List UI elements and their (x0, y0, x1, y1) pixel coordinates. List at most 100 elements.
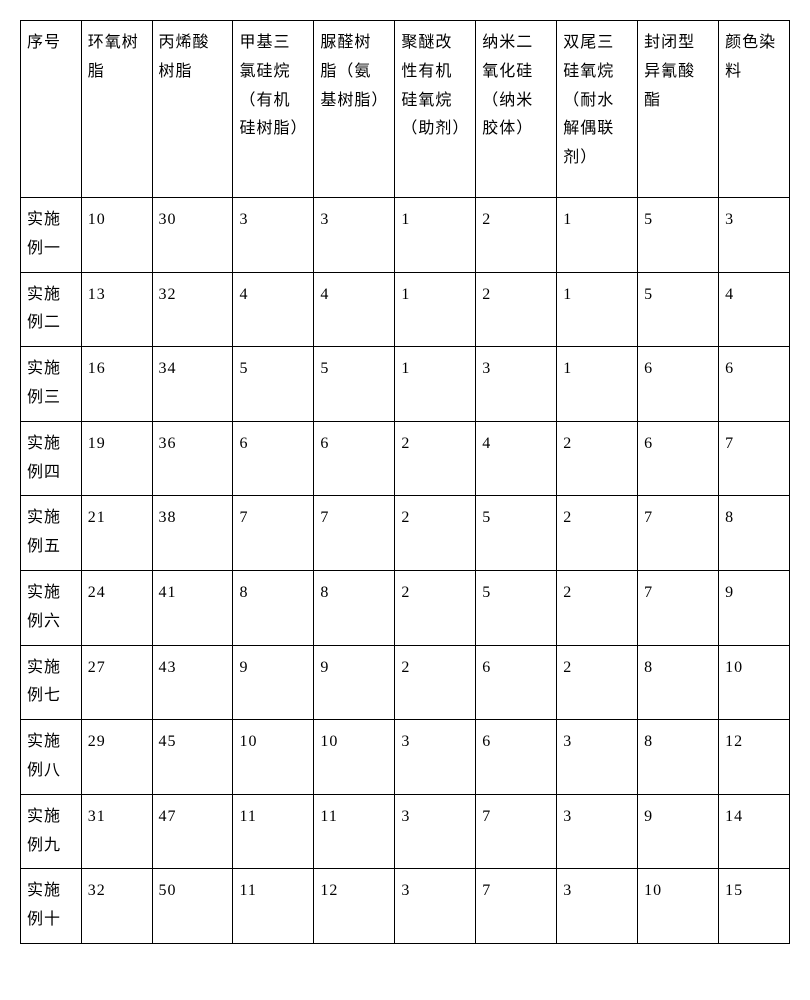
col-header: 甲基三氯硅烷（有机硅树脂） (233, 21, 314, 198)
table-cell: 9 (233, 645, 314, 720)
table-cell: 7 (314, 496, 395, 571)
table-cell: 3 (719, 198, 790, 273)
table-cell: 19 (81, 421, 152, 496)
col-header: 纳米二氧化硅（纳米胶体） (476, 21, 557, 198)
table-cell: 实施例五 (21, 496, 82, 571)
col-header: 丙烯酸树脂 (152, 21, 233, 198)
table-cell: 3 (395, 869, 476, 944)
table-cell: 31 (81, 794, 152, 869)
table-cell: 2 (395, 496, 476, 571)
table-cell: 6 (638, 347, 719, 422)
table-cell: 10 (81, 198, 152, 273)
table-cell: 9 (638, 794, 719, 869)
table-cell: 2 (395, 421, 476, 496)
table-cell: 3 (233, 198, 314, 273)
table-cell: 7 (476, 794, 557, 869)
table-cell: 38 (152, 496, 233, 571)
table-cell: 6 (476, 720, 557, 795)
table-cell: 3 (314, 198, 395, 273)
table-cell: 7 (719, 421, 790, 496)
col-header: 聚醚改性有机硅氧烷（助剂） (395, 21, 476, 198)
table-cell: 10 (233, 720, 314, 795)
table-cell: 3 (395, 720, 476, 795)
table-cell: 50 (152, 869, 233, 944)
table-cell: 4 (476, 421, 557, 496)
table-cell: 2 (557, 421, 638, 496)
table-cell: 41 (152, 570, 233, 645)
table-cell: 5 (638, 272, 719, 347)
table-cell: 5 (638, 198, 719, 273)
table-cell: 3 (395, 794, 476, 869)
table-cell: 5 (233, 347, 314, 422)
col-header: 双尾三硅氧烷（耐水解偶联剂） (557, 21, 638, 198)
table-cell: 47 (152, 794, 233, 869)
table-cell: 7 (638, 496, 719, 571)
col-header: 脲醛树脂（氨基树脂） (314, 21, 395, 198)
table-cell: 10 (314, 720, 395, 795)
table-cell: 实施例十 (21, 869, 82, 944)
table-cell: 1 (395, 272, 476, 347)
table-cell: 15 (719, 869, 790, 944)
table-cell: 7 (638, 570, 719, 645)
table-cell: 实施例八 (21, 720, 82, 795)
table-cell: 21 (81, 496, 152, 571)
table-cell: 6 (314, 421, 395, 496)
table-cell: 5 (476, 570, 557, 645)
table-cell: 5 (476, 496, 557, 571)
table-cell: 6 (233, 421, 314, 496)
table-cell: 4 (719, 272, 790, 347)
table-cell: 9 (314, 645, 395, 720)
table-cell: 实施例七 (21, 645, 82, 720)
table-cell: 3 (557, 794, 638, 869)
table-row: 实施例六24418825279 (21, 570, 790, 645)
table-cell: 27 (81, 645, 152, 720)
table-cell: 16 (81, 347, 152, 422)
table-cell: 7 (233, 496, 314, 571)
table-row: 实施例一10303312153 (21, 198, 790, 273)
table-row: 实施例九31471111373914 (21, 794, 790, 869)
table-cell: 3 (557, 720, 638, 795)
table-cell: 34 (152, 347, 233, 422)
table-cell: 2 (557, 570, 638, 645)
table-cell: 1 (395, 198, 476, 273)
table-cell: 11 (233, 869, 314, 944)
table-cell: 9 (719, 570, 790, 645)
table-cell: 11 (233, 794, 314, 869)
table-cell: 30 (152, 198, 233, 273)
table-header-row: 序号 环氧树脂 丙烯酸树脂 甲基三氯硅烷（有机硅树脂） 脲醛树脂（氨基树脂） 聚… (21, 21, 790, 198)
table-cell: 3 (557, 869, 638, 944)
table-row: 实施例三16345513166 (21, 347, 790, 422)
table-cell: 8 (638, 720, 719, 795)
table-cell: 2 (395, 645, 476, 720)
table-cell: 实施例三 (21, 347, 82, 422)
table-cell: 11 (314, 794, 395, 869)
table-cell: 32 (81, 869, 152, 944)
table-cell: 10 (719, 645, 790, 720)
table-row: 实施例二13324412154 (21, 272, 790, 347)
table-cell: 24 (81, 570, 152, 645)
col-header: 环氧树脂 (81, 21, 152, 198)
col-header: 颜色染料 (719, 21, 790, 198)
table-cell: 2 (395, 570, 476, 645)
table-cell: 1 (557, 272, 638, 347)
table-cell: 实施例一 (21, 198, 82, 273)
table-cell: 2 (557, 645, 638, 720)
table-cell: 实施例九 (21, 794, 82, 869)
table-cell: 32 (152, 272, 233, 347)
table-cell: 6 (476, 645, 557, 720)
table-cell: 12 (719, 720, 790, 795)
table-cell: 4 (233, 272, 314, 347)
table-body: 实施例一10303312153实施例二13324412154实施例三163455… (21, 198, 790, 944)
table-cell: 8 (719, 496, 790, 571)
table-cell: 8 (233, 570, 314, 645)
table-row: 实施例四19366624267 (21, 421, 790, 496)
col-header: 序号 (21, 21, 82, 198)
table-cell: 2 (476, 198, 557, 273)
table-cell: 1 (395, 347, 476, 422)
table-cell: 12 (314, 869, 395, 944)
table-row: 实施例八29451010363812 (21, 720, 790, 795)
table-cell: 实施例六 (21, 570, 82, 645)
table-cell: 实施例四 (21, 421, 82, 496)
table-cell: 8 (314, 570, 395, 645)
col-header: 封闭型异氰酸酯 (638, 21, 719, 198)
